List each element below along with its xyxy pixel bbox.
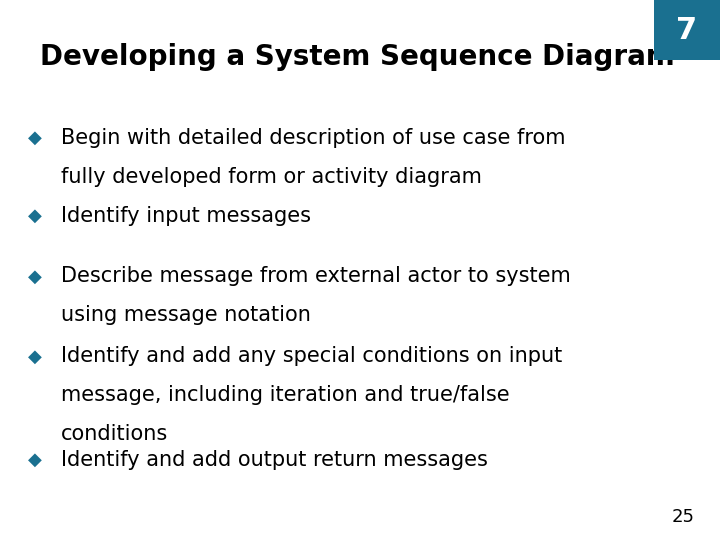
Text: 25: 25 bbox=[672, 509, 695, 526]
Text: ◆: ◆ bbox=[27, 207, 42, 225]
Text: ◆: ◆ bbox=[27, 347, 42, 366]
Text: Identify and add any special conditions on input: Identify and add any special conditions … bbox=[61, 346, 562, 367]
Text: Describe message from external actor to system: Describe message from external actor to … bbox=[61, 266, 571, 287]
Text: Identify and add output return messages: Identify and add output return messages bbox=[61, 450, 488, 470]
Text: 7: 7 bbox=[676, 16, 698, 45]
Text: message, including iteration and true/false: message, including iteration and true/fa… bbox=[61, 385, 510, 406]
Text: using message notation: using message notation bbox=[61, 305, 311, 326]
Text: ◆: ◆ bbox=[27, 451, 42, 469]
Text: conditions: conditions bbox=[61, 424, 168, 444]
Text: Developing a System Sequence Diagram: Developing a System Sequence Diagram bbox=[40, 43, 675, 71]
FancyBboxPatch shape bbox=[654, 0, 720, 60]
Text: Begin with detailed description of use case from: Begin with detailed description of use c… bbox=[61, 127, 566, 148]
Text: ◆: ◆ bbox=[27, 129, 42, 147]
Text: Identify input messages: Identify input messages bbox=[61, 206, 311, 226]
Text: fully developed form or activity diagram: fully developed form or activity diagram bbox=[61, 166, 482, 187]
Text: ◆: ◆ bbox=[27, 267, 42, 286]
